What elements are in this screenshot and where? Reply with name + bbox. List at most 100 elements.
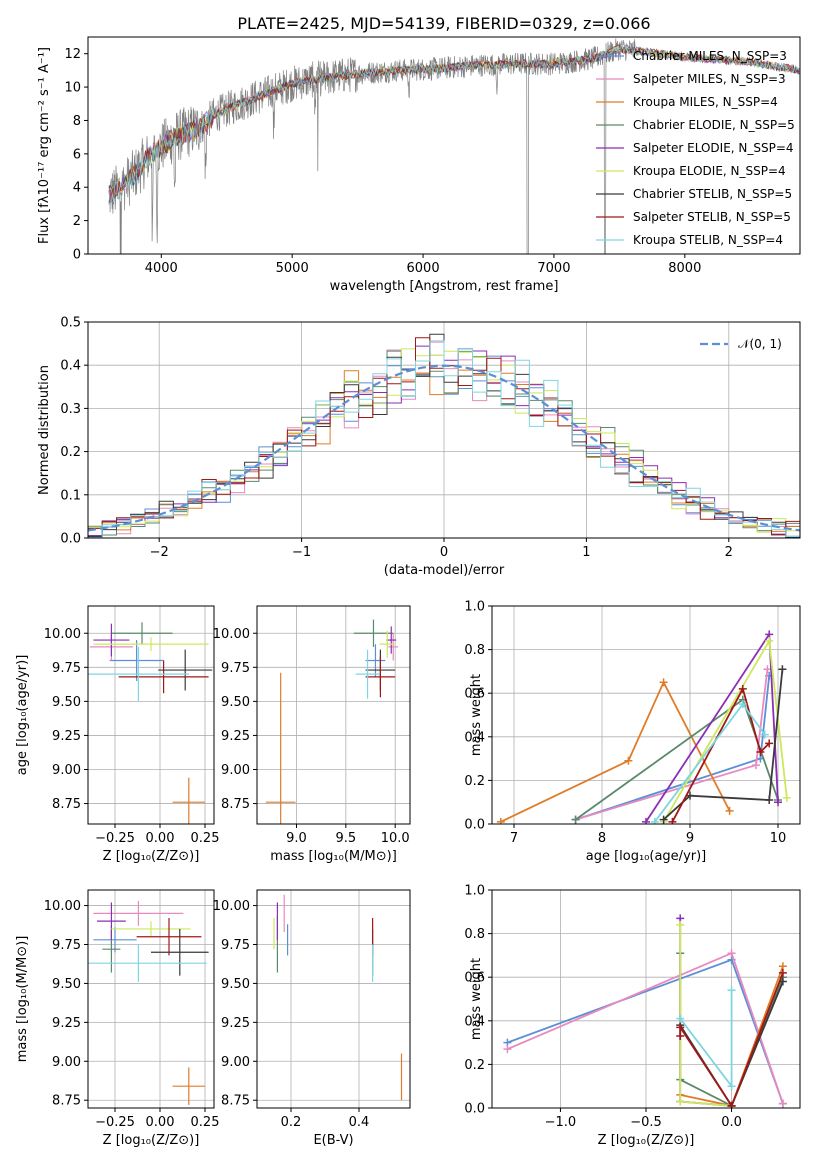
y-tick-label: 1.0 bbox=[464, 600, 485, 615]
plot-area bbox=[273, 894, 403, 1101]
x-tick-label: 0.00 bbox=[146, 831, 175, 846]
weight-marker-kroupa-stelib bbox=[676, 1014, 685, 1023]
y-tick-label: 9.25 bbox=[52, 729, 81, 744]
plot-area bbox=[265, 619, 399, 824]
weight-marker-chabrier-stelib bbox=[778, 665, 787, 674]
weight-vs-metallicity-panel: −1.0 −0.5 0.0 0.0 0.2 0.4 0.6 0.8 1.0 Z [log₁₀(Z/… bbox=[464, 884, 801, 1148]
weight-marker-salpeter-elodie bbox=[774, 798, 782, 807]
x-tick-label: −0.25 bbox=[95, 831, 135, 846]
histogram-kroupa-miles bbox=[88, 369, 800, 538]
weight-marker-salpeter-stelib bbox=[738, 684, 747, 693]
x-axis-label: wavelength [Angstrom, rest frame] bbox=[330, 279, 559, 294]
legend-label: 𝒩(0, 1) bbox=[738, 337, 782, 351]
x-tick-label: 1 bbox=[582, 545, 590, 560]
x-tick-label: 2 bbox=[725, 545, 733, 560]
y-tick-label: 0.5 bbox=[60, 316, 81, 331]
y-tick-label: 0 bbox=[73, 248, 81, 263]
y-tick-label: 0.4 bbox=[464, 1014, 485, 1029]
weight-marker-salpeter-stelib bbox=[676, 1032, 685, 1041]
age-vs-metallicity-panel: −0.25 0.00 0.25 8.75 9.00 9.25 9.50 9.75 10.00 Z … bbox=[15, 605, 220, 864]
x-tick-label: −1 bbox=[292, 545, 311, 560]
y-tick-label: 10.00 bbox=[44, 899, 81, 914]
y-tick-label: 9.50 bbox=[221, 977, 250, 992]
plot-area bbox=[88, 622, 213, 824]
weight-marker-kroupa-stelib bbox=[727, 986, 736, 995]
weight-marker-salpeter-miles bbox=[778, 1099, 787, 1108]
x-tick-label: −1.0 bbox=[545, 1115, 577, 1130]
y-tick-label: 0.0 bbox=[464, 818, 485, 833]
x-tick-label: 9 bbox=[686, 831, 694, 846]
x-tick-label: 0.25 bbox=[191, 831, 220, 846]
x-tick-label: 0.00 bbox=[146, 1115, 175, 1130]
weight-line-salpeter-elodie bbox=[645, 631, 779, 823]
plot-area bbox=[503, 914, 787, 1108]
weight-marker-salpeter-miles bbox=[752, 761, 760, 770]
y-tick-label: 0.6 bbox=[464, 971, 485, 986]
y-tick-label: 0.6 bbox=[464, 687, 485, 702]
axes-frame bbox=[87, 36, 801, 255]
y-tick-label: 0.8 bbox=[464, 927, 485, 942]
weight-line-kroupa-elodie bbox=[679, 924, 732, 1107]
mass-vs-ebv-panel: 0.2 0.4 8.75 9.00 9.25 9.50 9.75 10.00 E(B-V) bbox=[213, 889, 411, 1148]
plot-area bbox=[496, 630, 791, 824]
weight-line-chabrier-elodie bbox=[575, 698, 779, 821]
y-tick-label: 0.8 bbox=[464, 643, 485, 658]
weight-marker-kroupa-stelib bbox=[650, 817, 659, 824]
y-tick-label: 10 bbox=[64, 81, 81, 96]
weight-marker-chabrier-stelib bbox=[765, 796, 774, 805]
weight-vs-age-panel: 7 8 9 10 0.0 0.2 0.4 0.6 0.8 1.0 age [log₁₀(age/yr… bbox=[464, 600, 801, 864]
weight-marker-salpeter-stelib bbox=[778, 968, 787, 977]
y-tick-label: 8.75 bbox=[221, 1094, 250, 1109]
weight-line-salpeter-stelib bbox=[671, 686, 770, 823]
axes-frame bbox=[491, 605, 801, 825]
y-tick-label: 6 bbox=[73, 147, 81, 162]
x-tick-label: 0.0 bbox=[721, 1115, 742, 1130]
y-tick-label: 9.75 bbox=[221, 938, 250, 953]
y-axis-label: Flux [fλ10⁻¹⁷ erg cm⁻² s⁻¹ A⁻¹] bbox=[37, 47, 52, 244]
weight-line-kroupa-miles bbox=[500, 680, 731, 823]
y-tick-label: 2 bbox=[73, 214, 81, 229]
x-tick-label: 9.5 bbox=[335, 831, 356, 846]
y-tick-label: 9.25 bbox=[221, 1016, 250, 1031]
x-tick-label: −2 bbox=[150, 545, 169, 560]
x-tick-label: −0.5 bbox=[630, 1115, 662, 1130]
legend-label: Salpeter MILES, N_SSP=3 bbox=[633, 72, 786, 86]
weight-marker-salpeter-stelib bbox=[756, 748, 765, 757]
legend-label: Salpeter STELIB, N_SSP=5 bbox=[633, 210, 791, 224]
weight-marker-salpeter-stelib bbox=[765, 739, 774, 748]
weight-marker-kroupa-elodie bbox=[765, 636, 774, 645]
weight-line-salpeter-elodie bbox=[679, 918, 732, 1107]
x-tick-label: 0 bbox=[440, 545, 448, 560]
weight-marker-chabrier-elodie bbox=[571, 815, 580, 824]
x-axis-label: E(B-V) bbox=[313, 1133, 353, 1148]
y-tick-label: 9.50 bbox=[221, 695, 250, 710]
x-tick-label: 8000 bbox=[668, 261, 701, 276]
y-tick-label: 0.2 bbox=[60, 445, 81, 460]
axes-frame bbox=[87, 889, 215, 1109]
weight-marker-chabrier-stelib bbox=[686, 791, 694, 800]
legend-label: Kroupa MILES, N_SSP=4 bbox=[633, 95, 778, 109]
y-tick-label: 0.0 bbox=[464, 1102, 485, 1117]
y-tick-label: 10.00 bbox=[213, 627, 250, 642]
legend-label: Chabrier MILES, N_SSP=3 bbox=[633, 49, 787, 63]
weight-line-salpeter-stelib bbox=[679, 972, 784, 1108]
y-axis-label: mass weight bbox=[469, 674, 484, 756]
legend-label: Salpeter ELODIE, N_SSP=4 bbox=[633, 141, 794, 155]
legend-label: Kroupa ELODIE, N_SSP=4 bbox=[633, 164, 786, 178]
plot-area bbox=[88, 333, 800, 538]
y-tick-label: 9.00 bbox=[221, 763, 250, 778]
axes-frame bbox=[87, 605, 215, 825]
x-tick-label: 8 bbox=[598, 831, 606, 846]
weight-marker-salpeter-elodie bbox=[642, 817, 650, 824]
x-tick-label: 7 bbox=[510, 831, 518, 846]
residuals-panel: −2 −1 0 1 2 0.0 0.1 0.2 0.3 0.4 0.5 (data-model)/er… bbox=[37, 316, 801, 578]
y-tick-label: 9.00 bbox=[52, 1055, 81, 1070]
x-tick-label: 0.2 bbox=[281, 1115, 302, 1130]
y-tick-label: 9.75 bbox=[221, 661, 250, 676]
legend-label: Chabrier STELIB, N_SSP=5 bbox=[633, 187, 792, 201]
y-tick-label: 9.75 bbox=[52, 938, 81, 953]
y-tick-label: 9.00 bbox=[52, 763, 81, 778]
chart-title: PLATE=2425, MJD=54139, FIBERID=0329, z=0… bbox=[237, 14, 650, 33]
y-tick-label: 9.25 bbox=[221, 729, 250, 744]
weight-marker-salpeter-miles bbox=[503, 1045, 512, 1054]
